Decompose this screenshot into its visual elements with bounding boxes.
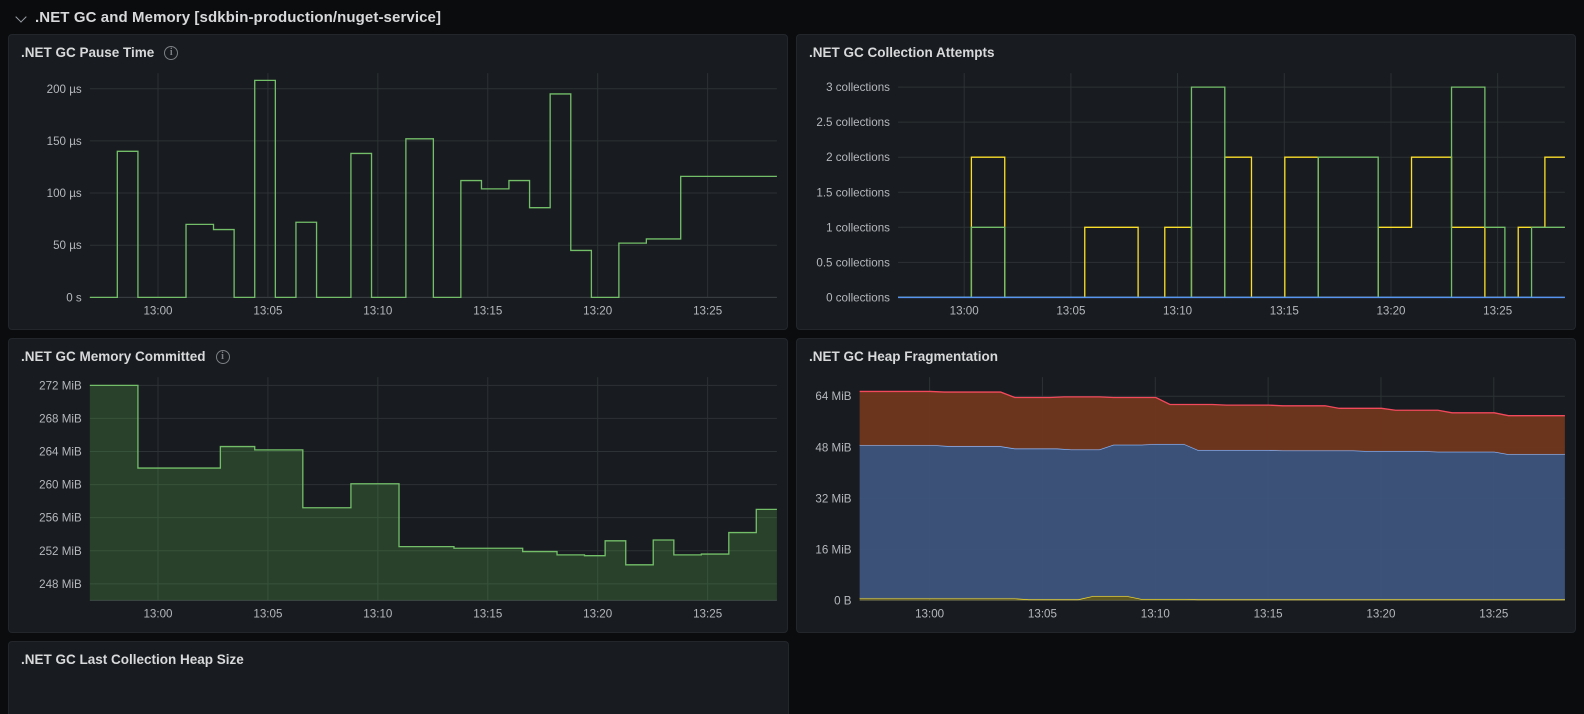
series-area-2 bbox=[859, 391, 1565, 455]
panel-title: .NET GC Pause Time bbox=[21, 45, 155, 60]
y-axis-tick-label: 1.5 collections bbox=[816, 186, 890, 199]
y-axis-tick-label: 16 MiB bbox=[815, 543, 851, 556]
x-axis-tick-label: 13:25 bbox=[693, 305, 722, 318]
x-axis-tick-label: 13:25 bbox=[1483, 305, 1512, 318]
x-axis-tick-label: 13:00 bbox=[915, 608, 944, 621]
chevron-down-icon[interactable] bbox=[16, 11, 28, 23]
x-axis-tick-label: 13:15 bbox=[473, 305, 502, 318]
info-circle-icon[interactable]: i bbox=[215, 349, 230, 364]
y-axis-tick-label: 0.5 collections bbox=[816, 256, 890, 269]
series-line-0 bbox=[89, 384, 777, 566]
x-axis-tick-label: 13:10 bbox=[363, 305, 392, 318]
y-axis-tick-label: 1 collections bbox=[826, 221, 890, 234]
panel-header: .NET GC Heap Fragmentation bbox=[797, 339, 1575, 369]
panel-header: .NET GC Pause Time i bbox=[9, 35, 787, 65]
panel-gc-heap-fragmentation[interactable]: .NET GC Heap Fragmentation 0 B 16 MiB 32 M… bbox=[796, 338, 1576, 633]
info-circle-icon[interactable]: i bbox=[164, 45, 179, 60]
panel-body[interactable]: 0 s 50 µs 100 µs 150 µs 200 µs 13:00 13:05 13:1… bbox=[9, 65, 787, 329]
dashboard-grid: .NET GC Pause Time i 0 s 50 µs 100 µs 150 µ… bbox=[0, 34, 1584, 714]
x-axis-tick-label: 13:10 bbox=[1141, 608, 1170, 621]
x-axis-tick-label: 13:15 bbox=[1254, 608, 1283, 621]
y-axis-tick-label: 2 collections bbox=[826, 151, 890, 164]
x-axis-tick-label: 13:20 bbox=[583, 608, 612, 621]
y-axis-tick-label: 256 MiB bbox=[39, 512, 82, 525]
x-axis-tick-label: 13:20 bbox=[1366, 608, 1395, 621]
x-axis-tick-label: 13:20 bbox=[1376, 305, 1405, 318]
grid-row-3-spacer bbox=[797, 641, 1576, 714]
panel-header: .NET GC Collection Attempts bbox=[797, 35, 1575, 65]
y-axis-tick-label: 272 MiB bbox=[39, 379, 82, 392]
panel-gc-last-collection-heap-size[interactable]: .NET GC Last Collection Heap Size bbox=[8, 641, 789, 714]
x-axis-tick-label: 13:00 bbox=[950, 305, 979, 318]
panel-gc-pause-time[interactable]: .NET GC Pause Time i 0 s 50 µs 100 µs 150 µ… bbox=[8, 34, 788, 330]
panel-body[interactable]: 0 collections 0.5 collections 1 collection… bbox=[797, 65, 1575, 329]
series-line-0 bbox=[89, 79, 777, 299]
dashboard-row-header[interactable]: .NET GC and Memory [sdkbin-production/nu… bbox=[0, 0, 1584, 34]
y-axis-tick-label: 2.5 collections bbox=[816, 116, 890, 129]
page-title: .NET GC and Memory [sdkbin-production/nu… bbox=[35, 8, 442, 26]
x-axis-tick-label: 13:00 bbox=[143, 608, 172, 621]
y-axis-tick-label: 3 collections bbox=[826, 81, 890, 94]
x-axis-tick-label: 13:20 bbox=[583, 305, 612, 318]
x-axis-tick-label: 13:15 bbox=[1270, 305, 1299, 318]
x-axis-tick-label: 13:10 bbox=[1163, 305, 1192, 318]
series-line-1 bbox=[898, 86, 1565, 299]
x-axis-tick-label: 13:25 bbox=[693, 608, 722, 621]
series-area-0 bbox=[89, 385, 777, 601]
y-axis-tick-label: 0 s bbox=[66, 291, 82, 304]
panel-title: .NET GC Heap Fragmentation bbox=[809, 349, 999, 364]
grid-row-2: .NET GC Memory Committed i 248 MiB 252 Mi… bbox=[8, 338, 1576, 633]
panel-title: .NET GC Collection Attempts bbox=[809, 45, 995, 60]
x-axis-tick-label: 13:25 bbox=[1479, 608, 1508, 621]
panel-gc-collection-attempts[interactable]: .NET GC Collection Attempts 0 collection… bbox=[796, 34, 1576, 330]
y-axis-tick-label: 200 µs bbox=[47, 83, 82, 96]
series-line-0 bbox=[859, 595, 1565, 601]
y-axis-tick-label: 248 MiB bbox=[39, 578, 82, 591]
x-axis-tick-label: 13:05 bbox=[253, 305, 282, 318]
y-axis-tick-label: 268 MiB bbox=[39, 412, 82, 425]
x-axis-tick-label: 13:10 bbox=[363, 608, 392, 621]
panel-header: .NET GC Last Collection Heap Size bbox=[9, 642, 788, 672]
y-axis-tick-label: 0 B bbox=[834, 594, 852, 607]
panel-body[interactable] bbox=[9, 672, 788, 714]
panel-body[interactable]: 0 B 16 MiB 32 MiB 48 MiB 64 MiB 13:00 13:05 13:… bbox=[797, 369, 1575, 632]
grid-row-1: .NET GC Pause Time i 0 s 50 µs 100 µs 150 µ… bbox=[8, 34, 1576, 330]
y-axis-tick-label: 252 MiB bbox=[39, 545, 82, 558]
panel-title: .NET GC Memory Committed bbox=[21, 349, 206, 364]
y-axis-tick-label: 64 MiB bbox=[815, 390, 851, 403]
x-axis-tick-label: 13:05 bbox=[1028, 608, 1057, 621]
x-axis-tick-label: 13:05 bbox=[253, 608, 282, 621]
x-axis-tick-label: 13:15 bbox=[473, 608, 502, 621]
y-axis-tick-label: 264 MiB bbox=[39, 446, 82, 459]
x-axis-tick-label: 13:00 bbox=[143, 305, 172, 318]
series-area-1 bbox=[859, 444, 1565, 600]
x-axis-tick-label: 13:05 bbox=[1056, 305, 1085, 318]
panel-gc-memory-committed[interactable]: .NET GC Memory Committed i 248 MiB 252 Mi… bbox=[8, 338, 788, 633]
series-line-2 bbox=[859, 390, 1565, 417]
y-axis-tick-label: 260 MiB bbox=[39, 479, 82, 492]
panel-title: .NET GC Last Collection Heap Size bbox=[21, 652, 244, 667]
panel-header: .NET GC Memory Committed i bbox=[9, 339, 787, 369]
panel-body[interactable]: 248 MiB 252 MiB 256 MiB 260 MiB 264 MiB 268 M… bbox=[9, 369, 787, 632]
y-axis-tick-label: 50 µs bbox=[53, 239, 82, 252]
y-axis-tick-label: 150 µs bbox=[47, 135, 82, 148]
y-axis-tick-label: 100 µs bbox=[47, 187, 82, 200]
y-axis-tick-label: 48 MiB bbox=[815, 441, 851, 454]
grid-row-3: .NET GC Last Collection Heap Size bbox=[8, 641, 1576, 714]
y-axis-tick-label: 32 MiB bbox=[815, 492, 851, 505]
y-axis-tick-label: 0 collections bbox=[826, 291, 890, 304]
